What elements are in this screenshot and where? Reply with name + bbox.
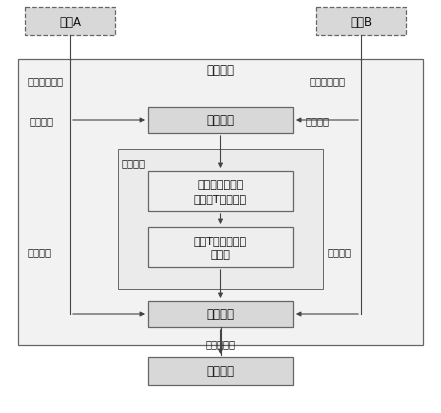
Text: 小波逆变换: 小波逆变换 [205, 338, 235, 348]
Text: 决策方法: 决策方法 [122, 158, 146, 168]
Text: 高频分量: 高频分量 [306, 116, 330, 126]
Text: 高频分量: 高频分量 [30, 116, 54, 126]
Text: 融合图像: 融合图像 [206, 365, 235, 377]
Text: 利用遗传算法得
到阈値T的最优解: 利用遗传算法得 到阈値T的最优解 [194, 180, 247, 203]
Text: 数据合成: 数据合成 [206, 308, 235, 321]
Text: 图像A: 图像A [59, 15, 81, 28]
Text: 低频分量: 低频分量 [328, 247, 352, 256]
Bar [148, 301, 293, 327]
Bar [25, 8, 115, 36]
Text: 小波系数分解: 小波系数分解 [28, 76, 64, 86]
Text: 图像B: 图像B [350, 15, 372, 28]
Text: 低频分量: 低频分量 [28, 247, 52, 256]
Bar [148, 108, 293, 134]
Bar [118, 150, 323, 289]
Bar [148, 171, 293, 211]
Text: 融合过程: 融合过程 [206, 63, 235, 76]
Bar [18, 60, 423, 345]
Bar [148, 357, 293, 385]
Text: 阈値T代入求得决
策因子: 阈値T代入求得决 策因子 [194, 236, 247, 259]
Bar [316, 8, 406, 36]
Text: 数据匹配: 数据匹配 [206, 114, 235, 127]
Text: 小波系数分解: 小波系数分解 [310, 76, 346, 86]
Bar [148, 228, 293, 267]
